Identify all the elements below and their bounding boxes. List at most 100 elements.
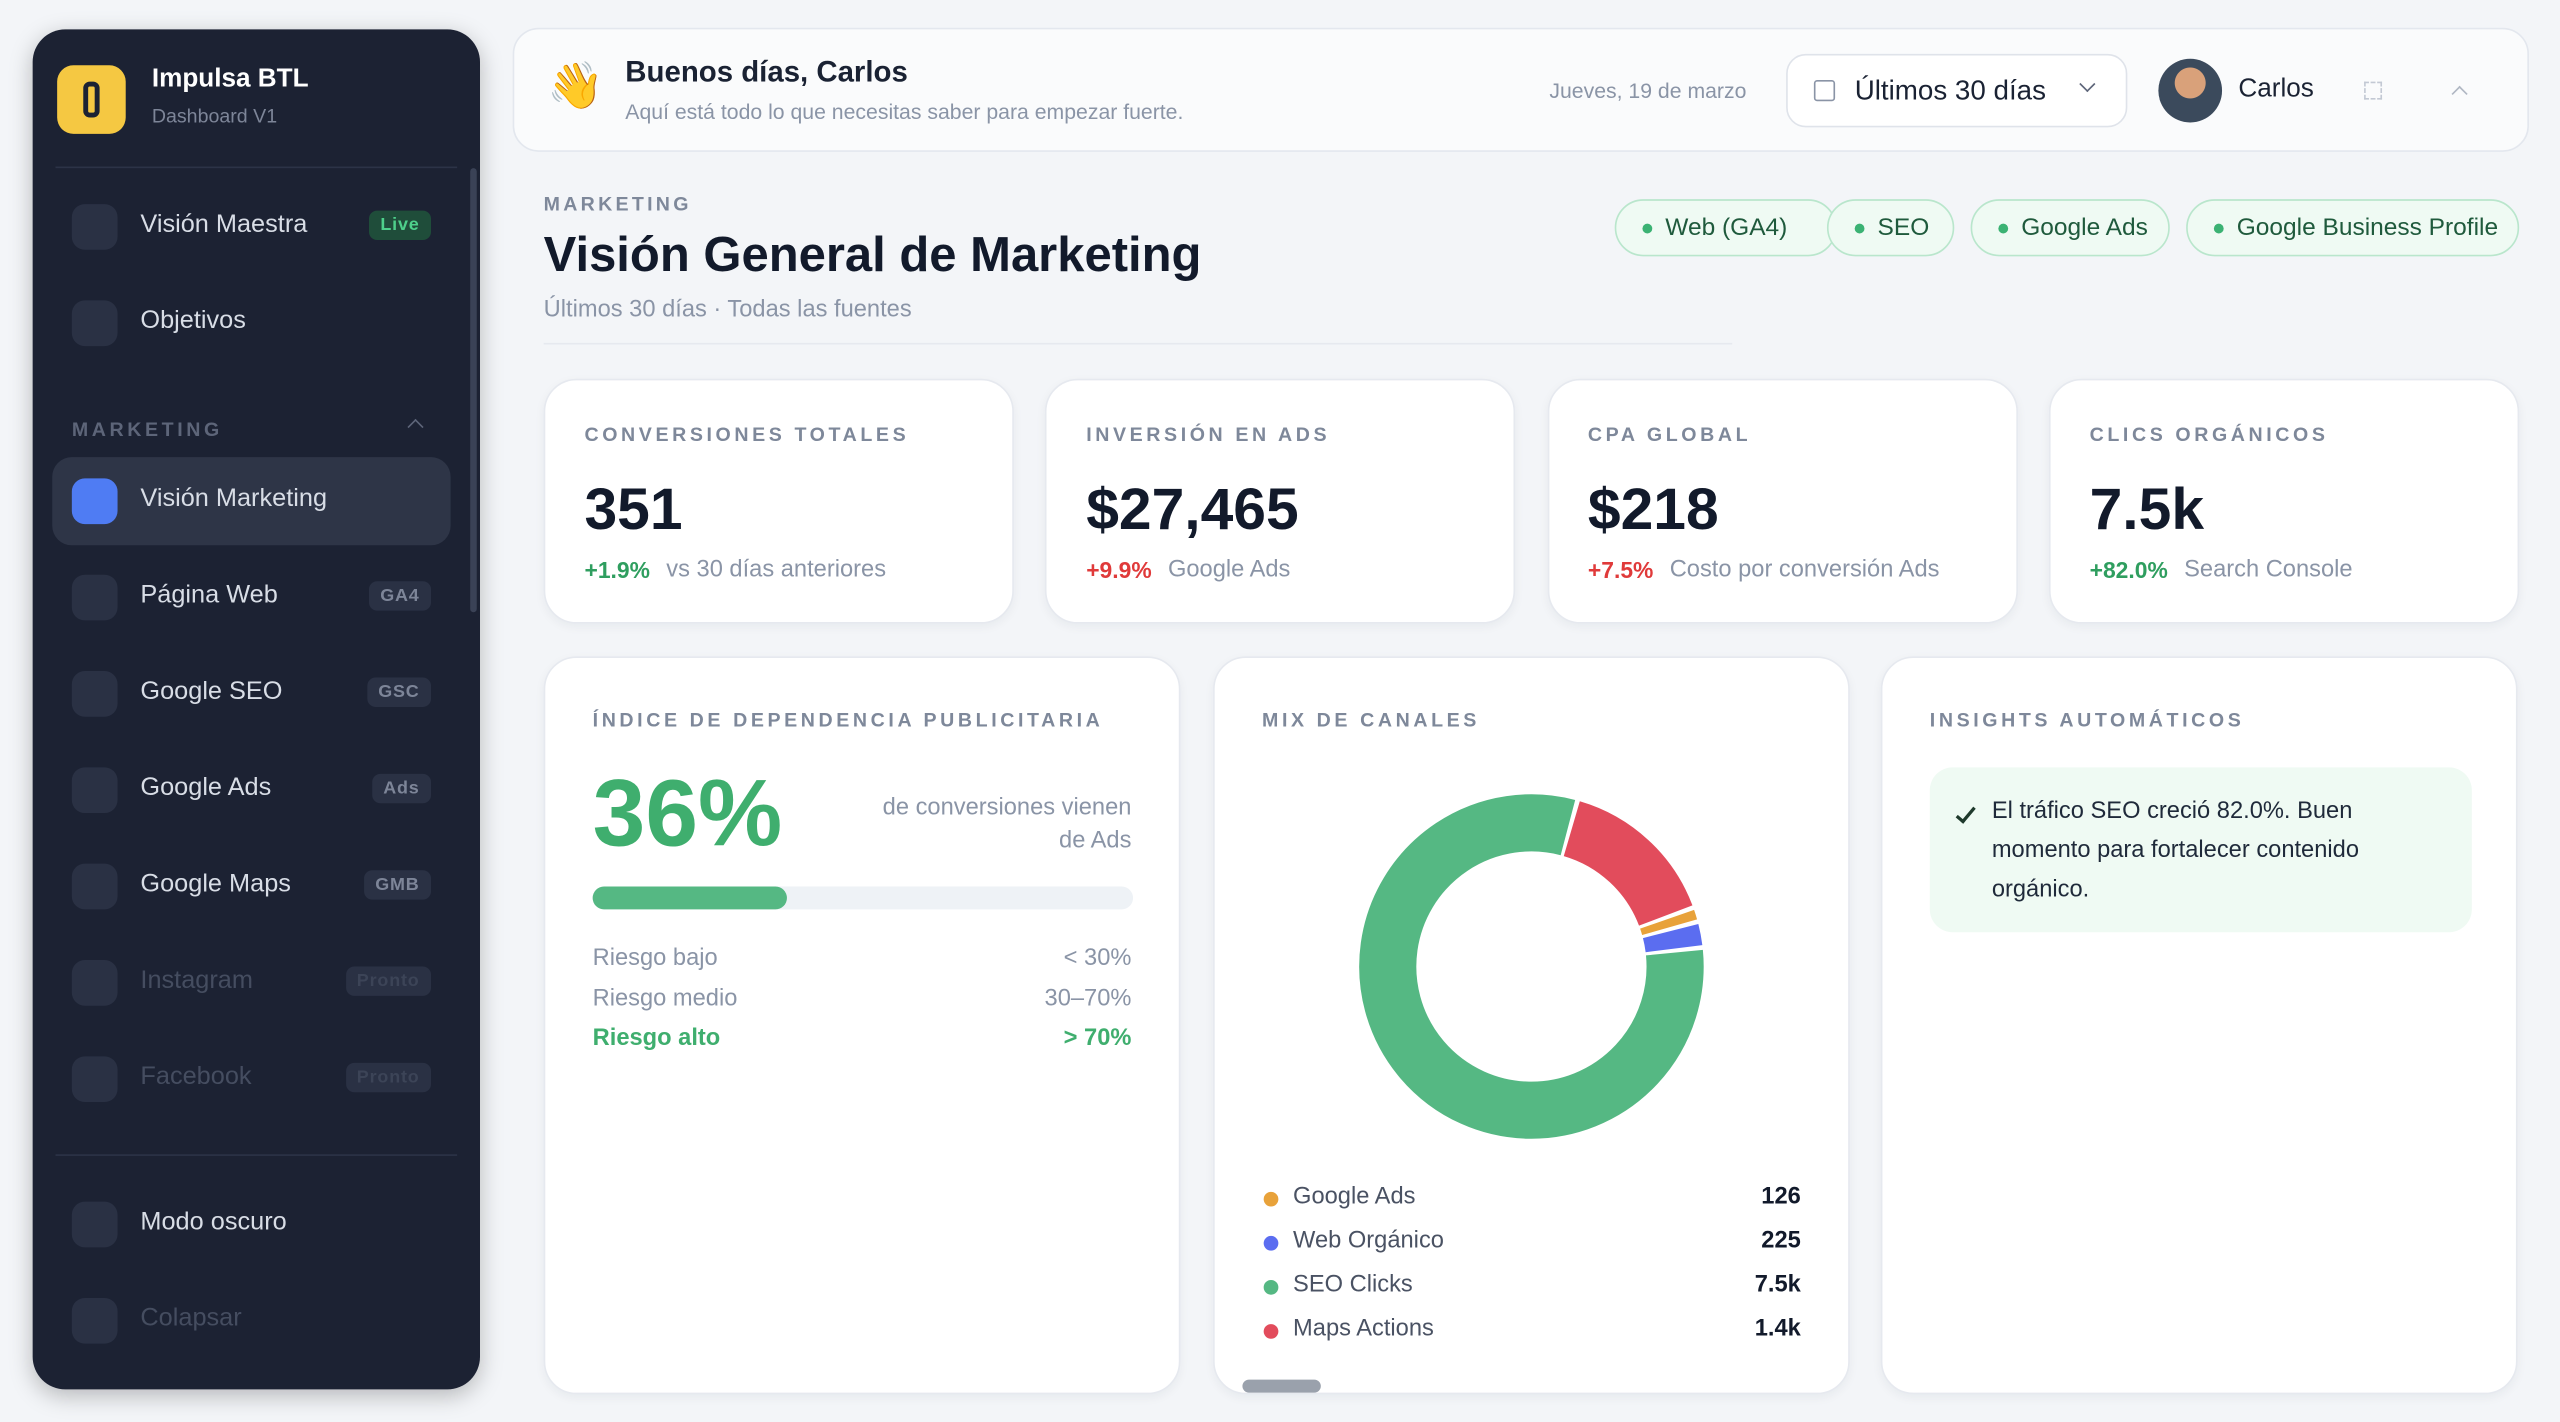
- source-label: Google Business Profile: [2236, 213, 2499, 242]
- nav-item[interactable]: Google Maps GMB: [52, 842, 450, 930]
- nav-icon: [71, 1297, 118, 1344]
- greeting: Buenos días, Carlos: [625, 55, 908, 89]
- nav-item[interactable]: Google SEO GSC: [52, 650, 450, 738]
- legend-label: SEO Clicks: [1293, 1271, 1413, 1298]
- greeting-emoji: 👋: [546, 60, 604, 112]
- source-pill[interactable]: Web (GA4): [1614, 199, 1837, 257]
- nav-label: Google SEO: [140, 677, 283, 706]
- source-pill[interactable]: Google Ads: [1970, 199, 2170, 257]
- nav-label: Visión Maestra: [140, 210, 308, 239]
- source-label: Web (GA4): [1665, 213, 1788, 242]
- kpi-value: $218: [1587, 475, 1719, 543]
- legend-value: 7.5k: [1754, 1271, 1801, 1298]
- range-label: Últimos 30 días: [1854, 75, 2046, 107]
- kpi-note: Search Console: [2184, 556, 2353, 583]
- nav-label: Visión Marketing: [140, 484, 328, 513]
- nav-item[interactable]: Página Web GA4: [52, 553, 450, 641]
- nav-item: Colapsar: [52, 1277, 450, 1365]
- logo-mark: [83, 81, 100, 118]
- risk-label: Riesgo bajo: [592, 945, 718, 972]
- kpi-value: 351: [584, 475, 683, 543]
- source-pill[interactable]: SEO: [1826, 199, 1955, 257]
- legend-value: 1.4k: [1754, 1315, 1801, 1343]
- nav-icon: [71, 204, 118, 250]
- card-title: ÍNDICE DE DEPENDENCIA PUBLICITARIA: [592, 708, 1104, 732]
- donut-segment: [1642, 923, 1703, 953]
- kpi-label eyebrow: CLICS ORGÁNICOS: [2089, 422, 2329, 446]
- date-range-select[interactable]: Últimos 30 días: [1786, 53, 2128, 128]
- card-title: MIX DE CANALES: [1262, 708, 1480, 732]
- brand-logo: [57, 65, 126, 134]
- calendar-icon: [1813, 80, 1836, 102]
- kpi-note: vs 30 días anteriores: [666, 556, 887, 583]
- kpi-note: Costo por conversión Ads: [1669, 556, 1940, 583]
- kpi-label eyebrow: CPA GLOBAL: [1587, 422, 1752, 446]
- header-bar: 👋 Buenos días, Carlos Aquí está todo lo qu…: [512, 27, 2529, 152]
- risk-range: > 70%: [1063, 1025, 1132, 1052]
- divider: [55, 166, 458, 169]
- donut-chart: [1359, 794, 1704, 1139]
- scrollbar: [470, 168, 477, 613]
- nav-label: Colapsar: [140, 1304, 242, 1333]
- nav-item[interactable]: Objetivos: [52, 279, 450, 367]
- nav-badge: Ads: [371, 773, 432, 804]
- nav-badge: Live: [368, 210, 432, 240]
- sidebar: Impulsa BTL Dashboard V1 Visión Maestra Liv…: [32, 29, 480, 1390]
- kpi-delta: +82.0%: [2089, 556, 2168, 583]
- nav-item[interactable]: Visión Marketing: [52, 457, 451, 546]
- nav-item[interactable]: Google Ads Ads: [52, 746, 450, 834]
- kpi-card card: INVERSIÓN EN ADS $27,465 +9.9% Google Ads: [1045, 378, 1516, 624]
- nav-icon: [71, 671, 118, 717]
- legend-dot: [1263, 1324, 1279, 1339]
- kpi-note: Google Ads: [1167, 556, 1291, 583]
- collapse-icon[interactable]: [2451, 85, 2468, 102]
- nav-icon: [71, 767, 118, 814]
- legend-label: Maps Actions: [1293, 1315, 1434, 1343]
- kpi-card card: CONVERSIONES TOTALES 351 +1.9% vs 30 días a…: [543, 378, 1014, 624]
- dependency-caption: de conversiones vienen de Ads: [882, 795, 1132, 854]
- source-pill[interactable]: Google Business Profile: [2186, 199, 2520, 257]
- dependency-card: ÍNDICE DE DEPENDENCIA PUBLICITARIA 36% de …: [543, 656, 1181, 1395]
- nav-item[interactable]: Modo oscuro: [52, 1180, 450, 1268]
- brand-name: Impulsa BTL: [151, 65, 309, 94]
- channel-mix-card: MIX DE CANALES Google Ads 126 Web Orgánico 2…: [1213, 656, 1850, 1395]
- status-dot: [2213, 223, 2224, 234]
- nav-badge: GMB: [363, 870, 432, 900]
- status-dot: [1642, 223, 1653, 234]
- fullscreen-icon[interactable]: [2364, 81, 2383, 100]
- kpi-label eyebrow: CONVERSIONES TOTALES: [584, 422, 910, 446]
- avatar[interactable]: [2158, 58, 2223, 123]
- nav-badge: Pronto: [345, 1062, 432, 1093]
- kpi-delta: +7.5%: [1587, 556, 1654, 583]
- nav-item[interactable]: Visión Maestra Live: [52, 183, 450, 271]
- risk-label: Riesgo alto: [592, 1025, 721, 1052]
- kpi-delta: +1.9%: [584, 556, 650, 583]
- nav-badge: Pronto: [345, 966, 432, 996]
- nav-label: Modo oscuro: [140, 1208, 287, 1236]
- source-label: Google Ads: [2021, 213, 2148, 242]
- kpi-card card: CPA GLOBAL $218 +7.5% Costo por conversión …: [1547, 378, 2018, 624]
- insight-item: El tráfico SEO creció 82.0%. Buen moment…: [1929, 767, 2472, 933]
- status-dot: [1998, 223, 2009, 234]
- nav-label: Página Web: [140, 581, 278, 609]
- kpi-label eyebrow: INVERSIÓN EN ADS: [1086, 422, 1331, 446]
- legend-label: Web Orgánico: [1293, 1227, 1444, 1254]
- divider: [55, 1154, 458, 1156]
- eyebrow: MARKETING: [543, 192, 692, 216]
- user-name: Carlos: [2238, 75, 2314, 103]
- source-label: SEO: [1877, 213, 1930, 242]
- legend-dot: [1263, 1280, 1279, 1295]
- nav-icon: [71, 300, 118, 347]
- date: Jueves, 19 de marzo: [1549, 78, 1747, 103]
- divider: [543, 342, 1733, 345]
- nav-badge: GA4: [368, 581, 432, 611]
- nav-icon: [71, 1056, 118, 1103]
- page-title: Visión General de Marketing: [543, 228, 1202, 283]
- donut-segment: [1562, 801, 1693, 927]
- chevron: [2079, 76, 2096, 93]
- kpi-value: $27,465: [1086, 475, 1299, 543]
- brand-subtitle: Dashboard V1: [151, 104, 278, 128]
- nav-label: Google Ads: [140, 773, 272, 802]
